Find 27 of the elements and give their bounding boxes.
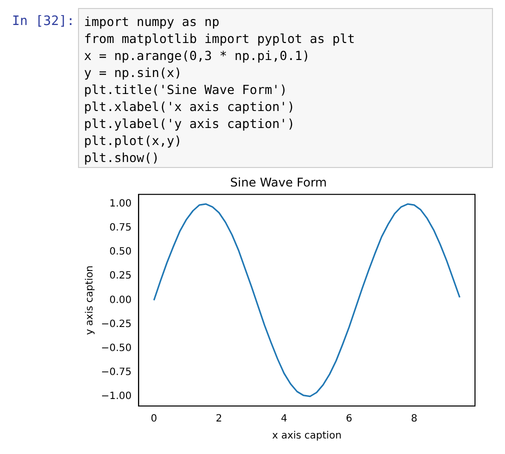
y-tick-label: 0.50 xyxy=(109,246,132,258)
text: plt.title('Sine Wave Form') xyxy=(84,81,288,98)
text: x = np.arange(0,3 * np.pi,0.1) xyxy=(84,47,311,64)
y-tick-label: −0.25 xyxy=(100,318,132,330)
y-tick-label: −0.50 xyxy=(100,342,132,354)
y-tick-label: −1.00 xyxy=(100,390,132,402)
text: plt.plot(x,y) xyxy=(84,132,183,149)
y-tick-label: 0.25 xyxy=(109,270,132,282)
text: plt.show() xyxy=(84,149,160,166)
y-axis-title: y axis caption xyxy=(84,265,96,335)
text: plt.xlabel('x axis caption') xyxy=(84,98,296,115)
x-axis-title: x axis caption xyxy=(272,430,342,442)
y-tick-label: −0.75 xyxy=(100,366,132,378)
x-tick-label: 8 xyxy=(410,414,418,425)
text: In [32]: xyxy=(12,14,75,29)
text: from matplotlib import pyplot as plt xyxy=(84,30,356,47)
text: y = np.sin(x) xyxy=(84,64,183,81)
y-tick-label: 0.00 xyxy=(109,294,132,306)
x-tick-label: 6 xyxy=(346,414,352,425)
chart-title: Sine Wave Form xyxy=(230,175,327,190)
y-tick-label: 1.00 xyxy=(109,198,132,210)
x-tick-label: 4 xyxy=(280,414,288,425)
x-tick-label: 2 xyxy=(216,414,222,425)
y-tick-label: 0.75 xyxy=(109,222,132,234)
text: import numpy as np xyxy=(84,13,220,30)
x-tick-label: 0 xyxy=(150,414,158,425)
text: plt.ylabel('y axis caption') xyxy=(84,115,296,132)
